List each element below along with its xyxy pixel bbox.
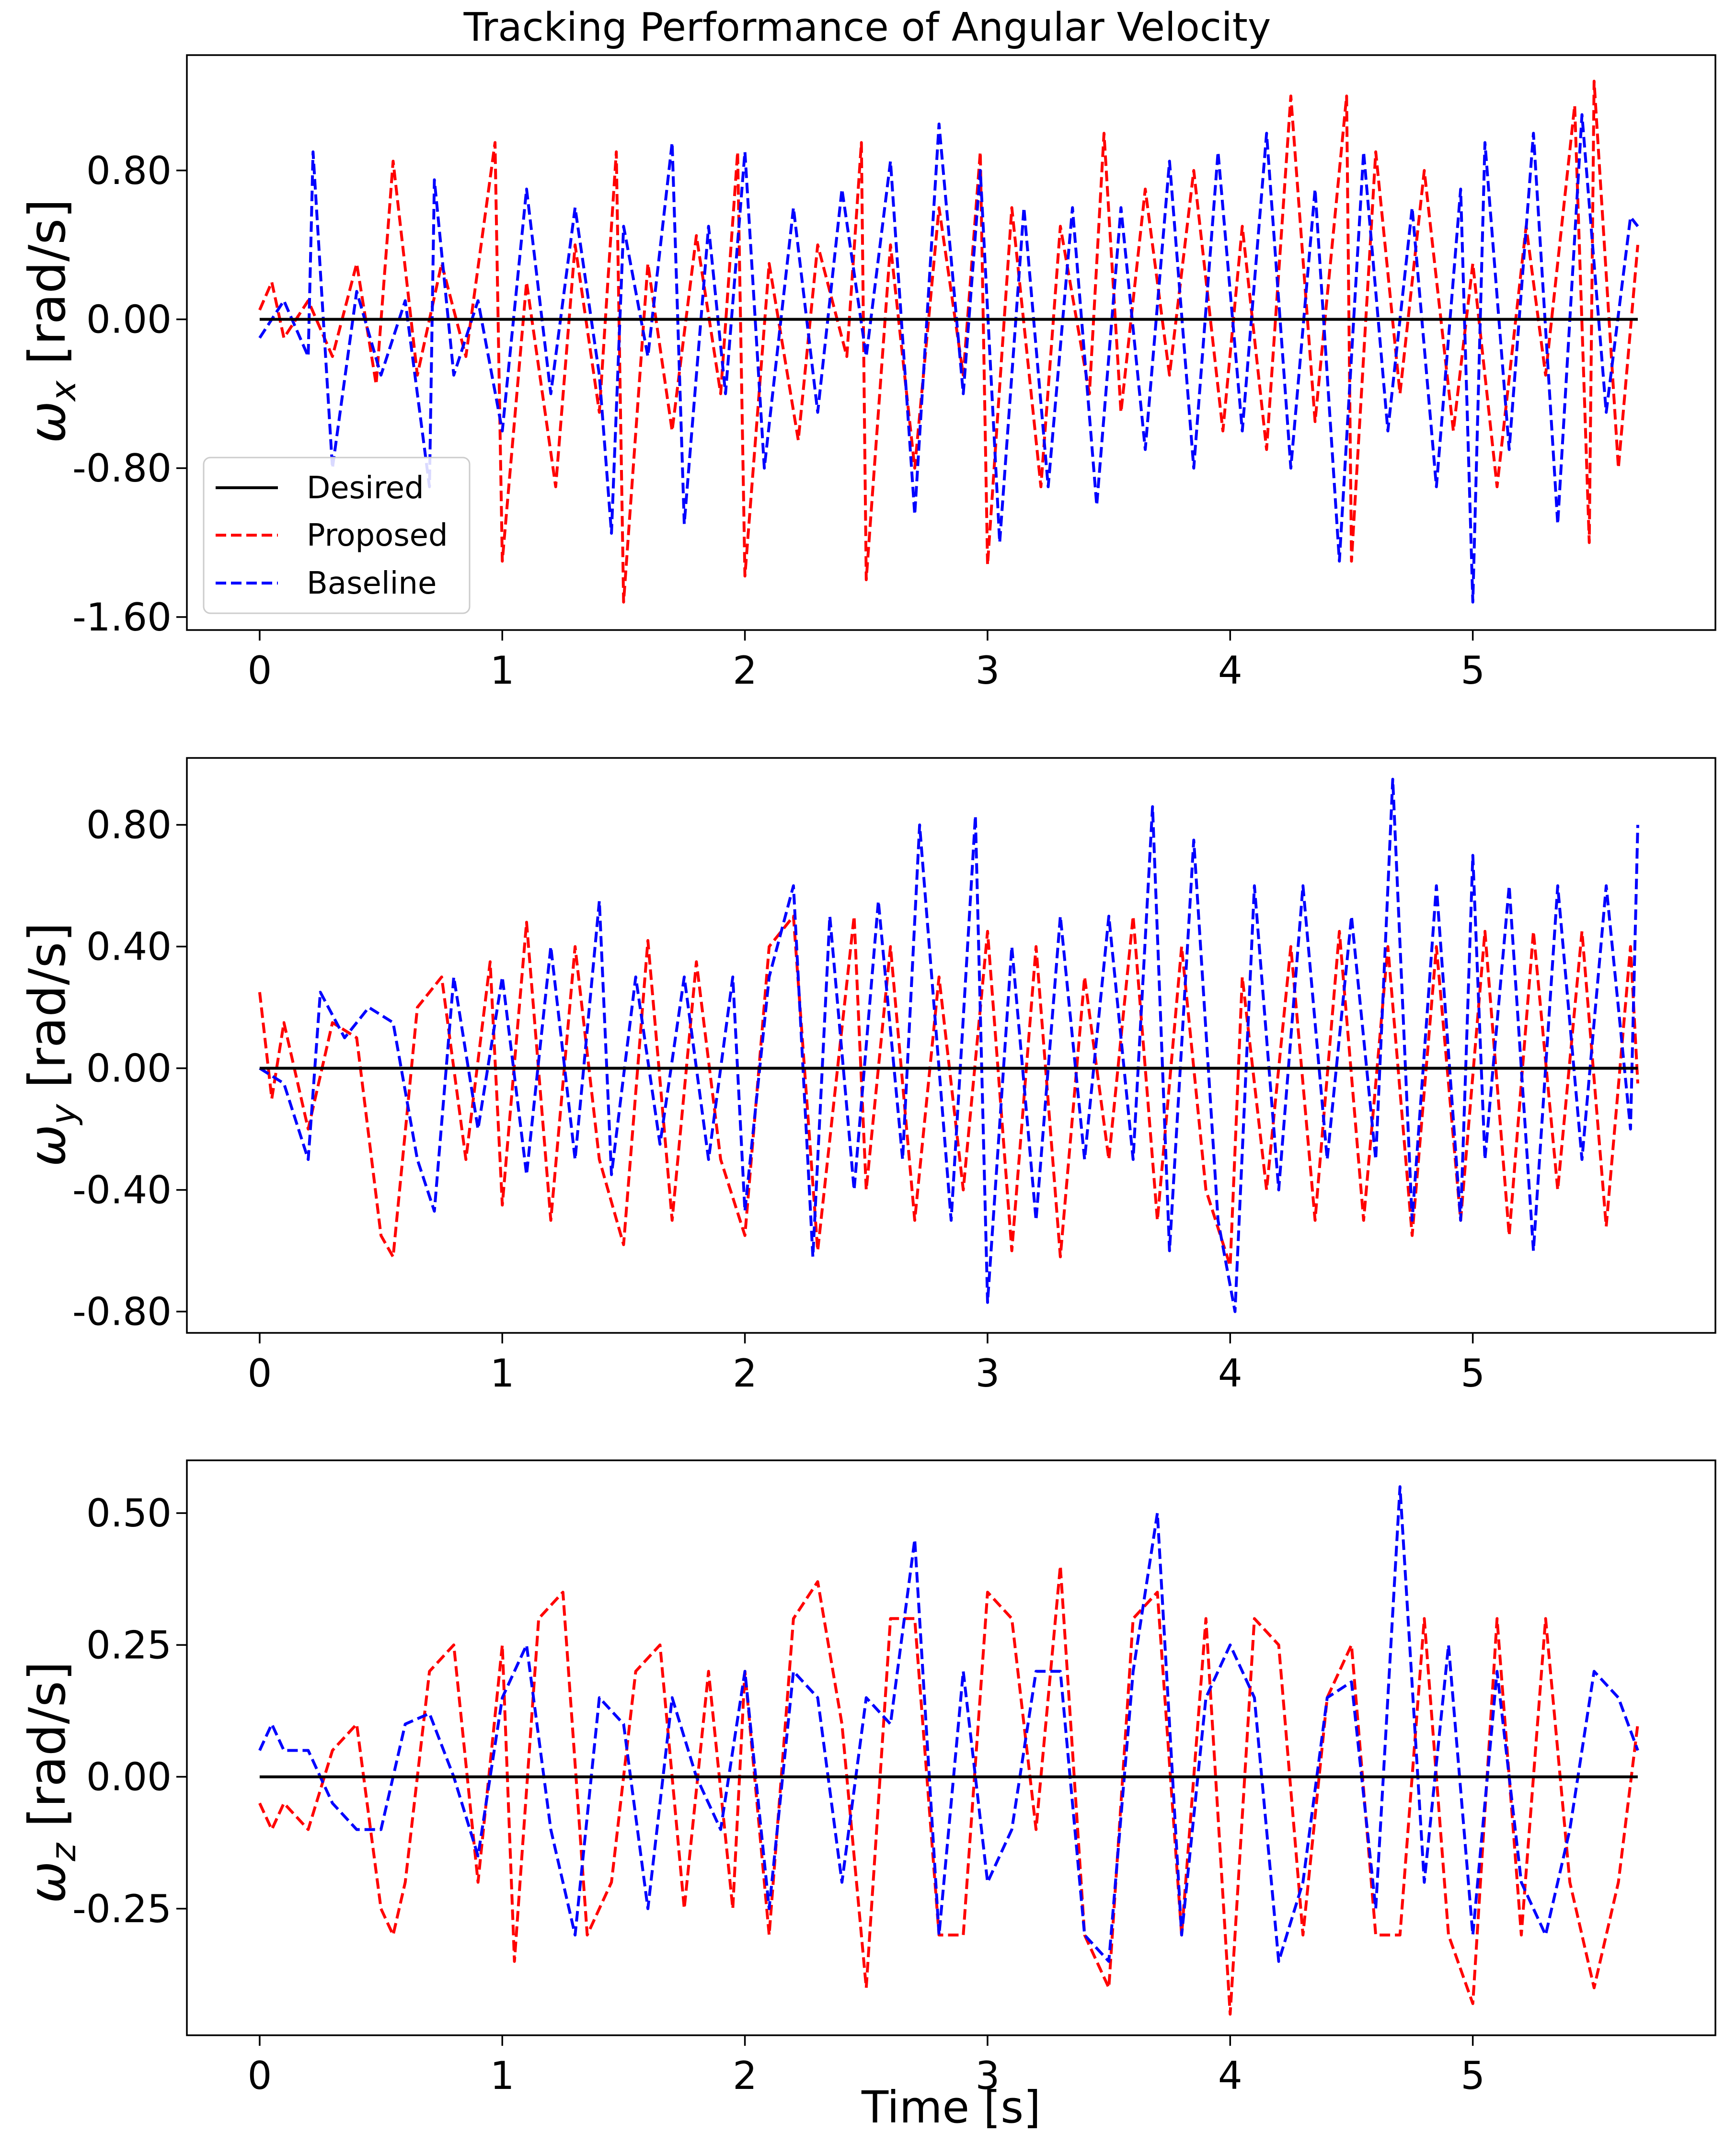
panel-omega-z-ticks: 0 1 2 3 4 5 0.50 0.25 0.00 -0.25 [72,1491,1485,2098]
legend: Desired Proposed Baseline [203,457,471,614]
panel-omega-x-frame [186,54,1716,631]
panel-omega-y-ticks: 0 1 2 3 4 5 0.80 0.40 0.00 -0.40 -0.80 [72,803,1485,1396]
x-tick-label: 4 [1218,648,1242,693]
y-tick-label: 0.25 [86,1623,172,1667]
x-tick-label: 4 [1218,1351,1242,1396]
series-baseline-line [259,778,1639,1313]
ylabel-x-symbol: ω [18,401,77,443]
ylabel-y-unit: [rad/s] [18,922,77,1088]
x-tick-label: 2 [733,1351,757,1396]
y-tick-label: 0.80 [86,803,172,848]
y-tick-label: 0.00 [86,297,172,342]
x-tick-label: 2 [733,2053,757,2098]
y-tick-label: 0.00 [86,1755,172,1800]
x-tick-label: 2 [733,648,757,693]
series-proposed-line [258,1564,1639,2016]
x-tick-label: 0 [247,2053,272,2098]
legend-desired-label: Desired [307,470,424,506]
y-tick-label: 0.80 [86,149,172,193]
ylabel-y-space [18,1088,77,1104]
panel-omega-y-ylabel: ωy [rad/s] [18,922,83,1167]
legend-baseline-label: Baseline [307,566,437,601]
y-tick-label: -0.25 [72,1887,172,1931]
x-tick-label: 1 [490,648,515,693]
x-tick-label: 1 [490,1351,515,1396]
y-tick-label: -0.80 [72,1290,172,1334]
x-axis-label: Time [s] [861,2082,1041,2133]
panel-omega-x: 0 1 2 3 4 5 0.80 0.00 -0.80 -1.60 ωx [rad/s] Desi… [18,54,1716,693]
y-tick-label: 0.40 [86,925,172,969]
figure-title: Tracking Performance of Angular Velocity [463,5,1271,50]
x-tick-label: 0 [247,648,272,693]
x-tick-label: 3 [975,648,1000,693]
panel-omega-y: 0 1 2 3 4 5 0.80 0.40 0.00 -0.40 -0.80 ωy [rad/s] [18,757,1716,1396]
x-tick-label: 0 [247,1351,272,1396]
ylabel-x-space [18,365,77,380]
ylabel-z-symbol: ω [18,1861,77,1904]
x-tick-label: 5 [1460,1351,1485,1396]
x-tick-label: 5 [1460,2053,1485,2098]
legend-proposed-label: Proposed [307,518,448,553]
ylabel-z-sub: z [43,1842,83,1862]
legend-box [203,457,471,614]
series-baseline-line [258,1485,1639,1963]
panel-omega-z-ylabel: ωz [rad/s] [18,1661,83,1903]
y-tick-label: 0.00 [86,1046,172,1091]
x-tick-label: 3 [975,1351,1000,1396]
x-tick-label: 1 [490,2053,515,2098]
panel-omega-x-ticks: 0 1 2 3 4 5 0.80 0.00 -0.80 -1.60 [72,149,1485,693]
y-tick-label: -0.80 [72,446,172,491]
y-tick-label: -0.40 [72,1168,172,1213]
ylabel-x-sub: x [43,380,83,402]
ylabel-y-sub: y [43,1103,83,1125]
ylabel-z-unit: [rad/s] [18,1661,77,1827]
ylabel-z-space [18,1827,77,1843]
panel-omega-y-frame [186,757,1716,1334]
x-tick-label: 3 [975,2053,1000,2098]
ylabel-y-symbol: ω [18,1124,77,1167]
x-tick-label: 4 [1218,2053,1242,2098]
panel-omega-z-frame [186,1459,1716,2036]
x-tick-label: 5 [1460,648,1485,693]
series-proposed-line [258,915,1639,1268]
y-tick-label: 0.50 [86,1491,172,1536]
panel-omega-z: 0 1 2 3 4 5 0.50 0.25 0.00 -0.25 ωz [rad/s] Time … [18,1459,1716,2133]
panel-omega-z-series [258,1485,1639,2016]
panel-omega-y-series [258,778,1639,1313]
y-tick-label: -1.60 [72,595,172,640]
ylabel-x-unit: [rad/s] [18,199,77,365]
panel-omega-x-ylabel: ωx [rad/s] [18,199,83,443]
panel-omega-x-series [258,80,1639,604]
